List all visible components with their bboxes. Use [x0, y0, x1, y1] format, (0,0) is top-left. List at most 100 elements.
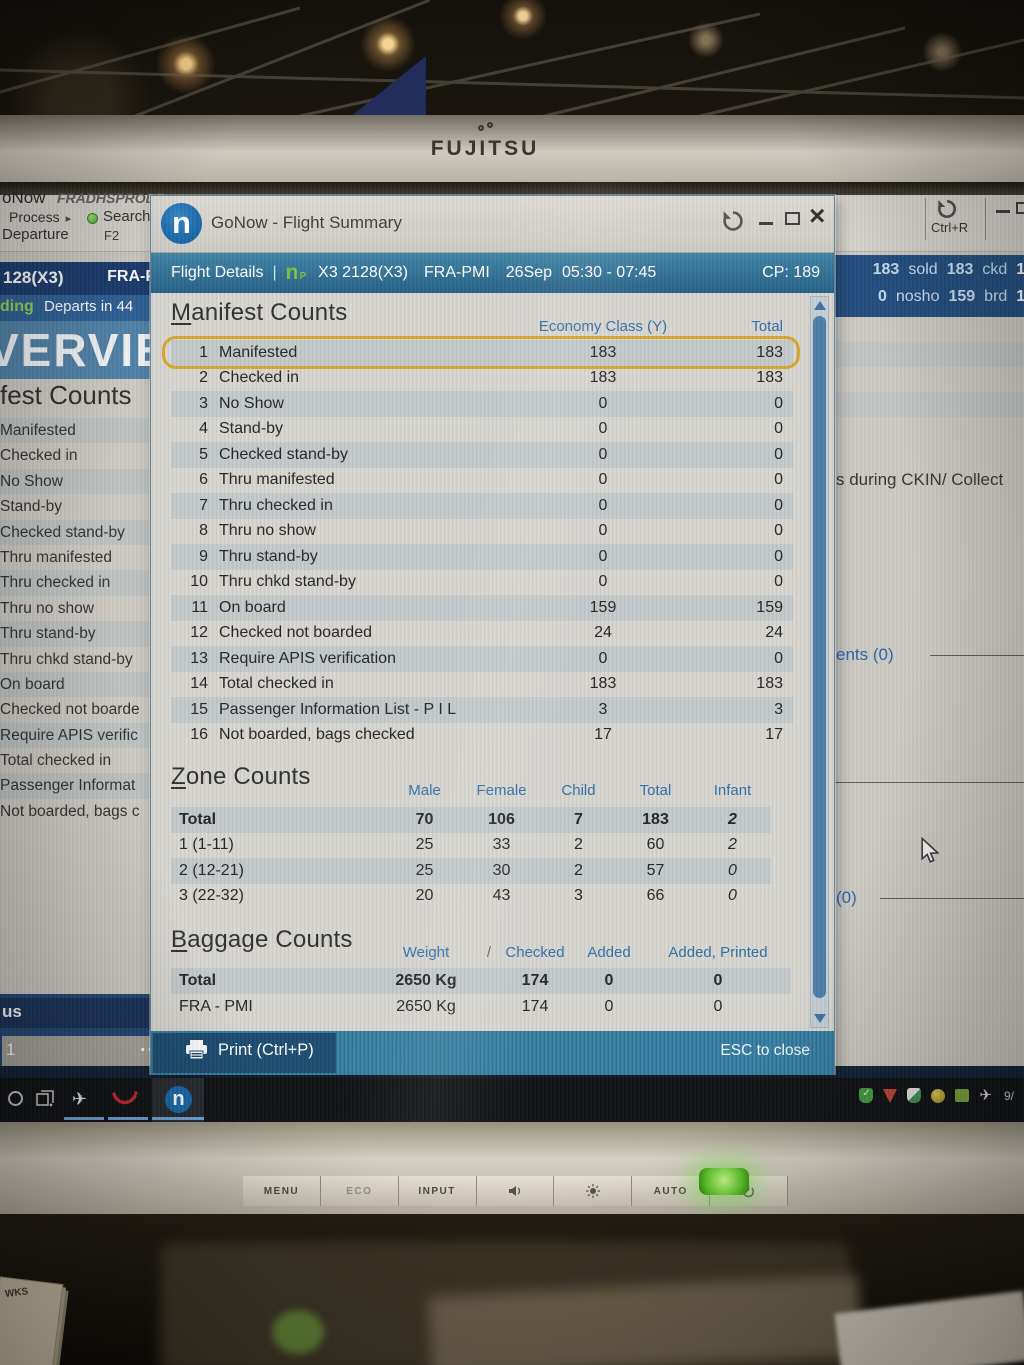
- manifest-row: 10 Thru chkd stand-by 0 0: [171, 570, 793, 596]
- tray-green-icon[interactable]: [955, 1089, 970, 1102]
- column-weight: Weight: [402, 944, 450, 961]
- row-number: 15: [190, 700, 208, 718]
- row-label: Checked not boarded: [219, 624, 372, 642]
- column-total: Total: [751, 318, 783, 335]
- background-app-title: oNow: [2, 188, 46, 207]
- gonow-taskbar-icon[interactable]: n: [165, 1086, 192, 1113]
- speaker-icon: [509, 1186, 521, 1196]
- baggage-row: Total 2650 Kg 174 0 0: [171, 968, 791, 994]
- row-label: Manifested: [219, 343, 298, 361]
- menu-f2-shortcut: F2: [104, 228, 120, 243]
- row-economy-value: 183: [589, 369, 617, 387]
- stat-label: nosho: [895, 288, 940, 305]
- row-total-value: 0: [774, 471, 783, 489]
- row-economy-value: 0: [598, 420, 608, 438]
- zone-male: 25: [415, 861, 434, 879]
- background-link-events[interactable]: ents (0): [836, 645, 894, 664]
- row-economy-value: 3: [598, 700, 608, 718]
- tui-logo-icon[interactable]: [112, 1090, 138, 1115]
- page-number: 1: [6, 1040, 16, 1059]
- close-icon[interactable]: ×: [809, 200, 826, 231]
- row-economy-value: 0: [598, 649, 608, 667]
- background-boarding-strip: ding Departs in 44: [0, 295, 160, 321]
- list-item: No Show: [0, 468, 158, 495]
- zone-total: 60: [646, 836, 665, 854]
- taskbar: ✈ n ✈ 9/: [0, 1078, 1024, 1122]
- list-item: Checked not boarde: [0, 701, 140, 719]
- menu-search[interactable]: Search: [103, 208, 151, 225]
- zone-female: 33: [492, 836, 511, 854]
- defender-shield-icon[interactable]: [907, 1088, 922, 1103]
- row-label: Thru no show: [219, 522, 316, 540]
- tray-yellow-icon[interactable]: [931, 1088, 946, 1103]
- row-total-value: 24: [765, 624, 783, 642]
- scroll-down-icon[interactable]: [814, 1014, 826, 1023]
- row-economy-value: 183: [589, 675, 617, 693]
- minimize-icon[interactable]: [996, 210, 1010, 213]
- ceiling-truss-lines: [0, 0, 1024, 122]
- dialog-title-bar[interactable]: n GoNow - Flight Summary ×: [151, 196, 834, 253]
- active-app-underline: [152, 1117, 204, 1120]
- background-link-zero[interactable]: (0): [836, 888, 857, 907]
- print-button[interactable]: Print (Ctrl+P): [185, 1040, 314, 1060]
- brightness-icon: [585, 1184, 600, 1198]
- footer-dark-block: [153, 1033, 336, 1073]
- background-section-heading: fest Counts: [0, 380, 132, 410]
- card-stack: WKS: [0, 1276, 64, 1365]
- row-number: 5: [199, 445, 208, 463]
- row-label: Passenger Information List - P I L: [219, 700, 457, 718]
- zone-child: 3: [574, 887, 583, 905]
- row-total-value: 183: [756, 369, 783, 387]
- baggage-row: FRA - PMI 2650 Kg 174 0 0: [171, 994, 791, 1020]
- flight-number: X3 2128(X3): [318, 264, 408, 281]
- row-total-value: 0: [774, 445, 783, 463]
- filter-cone-icon[interactable]: [883, 1088, 898, 1103]
- divider-line: [930, 655, 1024, 656]
- manifest-row: 11 On board 159 159: [171, 595, 793, 621]
- baggage-added-printed: 0: [713, 998, 723, 1015]
- row-number: 8: [199, 522, 208, 540]
- refresh-icon[interactable]: [936, 198, 958, 225]
- zone-row: 2 (12-21) 25 30 2 57 0: [171, 858, 771, 884]
- security-shield-icon[interactable]: [859, 1088, 874, 1103]
- zone-female: 30: [492, 861, 511, 879]
- airplane-app-icon[interactable]: ✈: [72, 1089, 88, 1109]
- card-stack-label: WKS: [4, 1286, 29, 1300]
- row-label: On board: [219, 598, 286, 616]
- column-slash: /: [486, 944, 492, 961]
- header-separator: |: [272, 264, 277, 281]
- print-label: Print (Ctrl+P): [218, 1040, 314, 1059]
- search-circle-icon[interactable]: [8, 1091, 23, 1106]
- maximize-icon[interactable]: [785, 212, 800, 225]
- minimize-icon[interactable]: [759, 222, 773, 225]
- flight-route: FRA-PMI: [423, 264, 490, 281]
- tray-airplane-icon[interactable]: ✈: [979, 1086, 992, 1104]
- row-total-value: 17: [765, 726, 783, 744]
- manifest-row: 8 Thru no show 0 0: [171, 519, 793, 545]
- maximize-icon[interactable]: [1016, 202, 1024, 214]
- row-economy-value: 0: [598, 496, 608, 514]
- stat-value: 159: [948, 288, 976, 305]
- menu-process[interactable]: Process: [9, 209, 71, 225]
- row-label: Thru checked in: [219, 496, 333, 514]
- row-total-value: 0: [774, 573, 783, 591]
- desk-area: WKS: [0, 1214, 1024, 1365]
- scrollbar[interactable]: [810, 296, 829, 1028]
- menu-departure[interactable]: Departure: [2, 226, 69, 243]
- manifest-row: 15 Passenger Information List - P I L 3 …: [171, 697, 793, 723]
- scrollbar-thumb[interactable]: [813, 316, 826, 998]
- task-view-icon[interactable]: [36, 1090, 54, 1113]
- taskbar-date: 9/: [1003, 1088, 1014, 1103]
- row-economy-value: 17: [594, 726, 612, 744]
- toolbar-separator: [985, 198, 986, 240]
- baggage-checked: 174: [521, 998, 549, 1015]
- stat-value: 0: [877, 288, 887, 305]
- manifest-row: 1 Manifested 183 183: [162, 336, 800, 368]
- baggage-column-headers: Weight / Checked Added Added, Printed: [171, 944, 791, 961]
- list-item: Total checked in: [0, 752, 112, 770]
- manifest-row: 3 No Show 0 0: [171, 391, 793, 417]
- flight-summary-dialog: n GoNow - Flight Summary × Flight Detail…: [150, 195, 835, 1075]
- refresh-icon[interactable]: [721, 209, 745, 238]
- scroll-up-icon[interactable]: [814, 301, 826, 310]
- open-app-underline: [64, 1117, 104, 1120]
